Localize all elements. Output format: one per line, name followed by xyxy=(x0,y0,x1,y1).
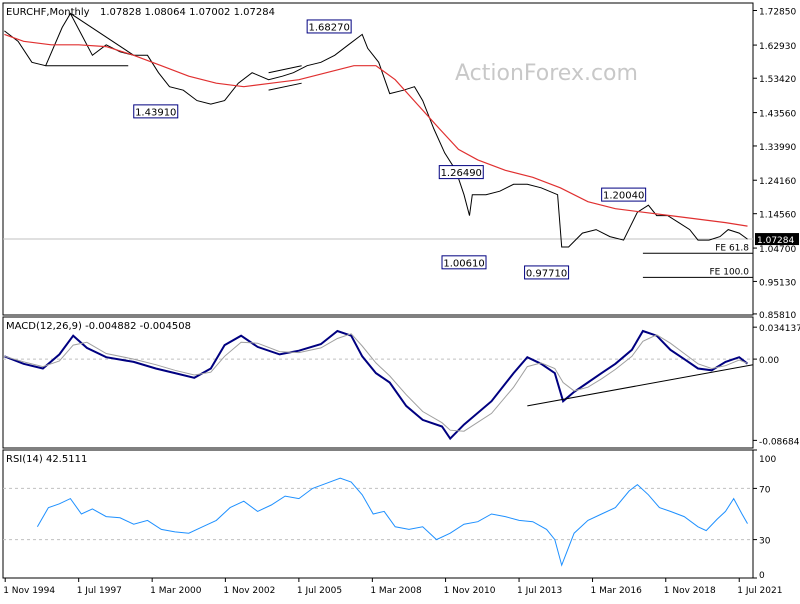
time-tick-label: 1 Mar 2016 xyxy=(591,586,643,596)
price-annotation-label: 1.43910 xyxy=(135,107,176,118)
fibonacci-label: FE 100.0 xyxy=(710,267,750,277)
fibonacci-label: FE 61.8 xyxy=(715,243,749,253)
rsi-panel-frame xyxy=(2,449,754,579)
macd-tick-label: -0.086849 xyxy=(759,437,800,447)
current-price-badge xyxy=(755,233,799,246)
price-annotation-box xyxy=(133,104,179,119)
time-tick-label: 1 Jul 1997 xyxy=(77,586,122,596)
price-tick-label: 1.72850 xyxy=(759,7,796,17)
price-tick-label: 1.04700 xyxy=(759,245,796,255)
price-tick-label: 1.33990 xyxy=(759,143,796,153)
time-tick-label: 1 Nov 1994 xyxy=(3,586,55,596)
price-annotation-box xyxy=(438,165,484,180)
time-tick-label: 1 Jul 2013 xyxy=(517,586,562,596)
price-annotations: 1.68270 1.43910 1.26490 1.20040 1.00610 0.977… xyxy=(133,19,647,280)
time-tick-label: 1 Nov 2010 xyxy=(444,586,496,596)
price-annotation-box xyxy=(601,187,647,202)
price-annotation-label: 0.97710 xyxy=(526,268,567,279)
time-tick-label: 1 Jul 2021 xyxy=(737,586,782,596)
macd-trendline xyxy=(527,364,754,407)
price-trendline xyxy=(268,65,302,74)
macd-title: MACD(12,26,9) -0.004882 -0.004508 xyxy=(6,321,191,332)
macd-tick-label: 0.00 xyxy=(759,356,779,366)
macd-tick-label: 0.034137 xyxy=(759,324,800,334)
macd-panel-frame xyxy=(2,316,754,449)
price-annotation-box xyxy=(306,19,352,34)
moving-average-line xyxy=(4,33,748,227)
time-tick-label: 1 Jul 2005 xyxy=(297,586,342,596)
price-annotation-box xyxy=(441,255,487,270)
price-tick-label: 1.62930 xyxy=(759,42,796,52)
price-panel-frame xyxy=(2,2,754,316)
time-tick-label: 1 Nov 2002 xyxy=(223,586,275,596)
price-tick-label: 1.24160 xyxy=(759,177,796,187)
price-grid: FE 61.8 FE 100.0 xyxy=(3,238,753,278)
price-tick-label: 0.85810 xyxy=(759,311,796,321)
price-annotation-label: 1.26490 xyxy=(441,168,482,179)
macd-signal-line xyxy=(4,333,748,432)
chart-ohlc-readout: 1.07828 1.08064 1.07002 1.07284 xyxy=(100,7,275,18)
price-annotation-box xyxy=(524,265,570,280)
price-axis: 1.72850 1.62930 1.53420 1.43560 1.33990 1.241… xyxy=(753,7,799,321)
price-tick-label: 1.53420 xyxy=(759,75,796,85)
price-annotation-label: 1.00610 xyxy=(443,258,484,269)
price-annotation-label: 1.68270 xyxy=(308,22,349,33)
time-tick-label: 1 Mar 2008 xyxy=(370,586,422,596)
time-tick-label: 1 Mar 2000 xyxy=(150,586,202,596)
price-trendline xyxy=(268,82,302,91)
current-price-label: 1.07284 xyxy=(757,236,794,246)
time-axis: 1 Nov 1994 1 Jul 1997 1 Mar 2000 1 Nov 2002… xyxy=(3,578,782,596)
macd-line xyxy=(4,329,749,441)
rsi-title: RSI(14) 42.5111 xyxy=(6,454,87,465)
rsi-group: 100 70 30 0 xyxy=(3,449,776,581)
watermark: ActionForex.com xyxy=(455,61,638,86)
price-tick-label: 1.43560 xyxy=(759,110,796,120)
chart-symbol-title: EURCHF,Monthly xyxy=(6,7,90,18)
rsi-tick-label: 100 xyxy=(759,455,776,465)
price-trendline xyxy=(70,13,135,56)
time-tick-label: 1 Nov 2018 xyxy=(664,586,716,596)
rsi-tick-label: 0 xyxy=(759,571,765,581)
rsi-line xyxy=(36,477,748,567)
price-annotation-label: 1.20040 xyxy=(603,191,644,202)
price-tick-label: 1.14560 xyxy=(759,211,796,221)
price-trendlines xyxy=(45,13,302,91)
price-series-group xyxy=(4,12,748,248)
rsi-tick-label: 30 xyxy=(759,537,771,547)
price-tick-label: 0.95130 xyxy=(759,278,796,288)
price-line xyxy=(4,12,748,248)
rsi-tick-label: 70 xyxy=(759,485,771,495)
macd-group: 0.034137 0.00 -0.086849 xyxy=(3,324,800,447)
